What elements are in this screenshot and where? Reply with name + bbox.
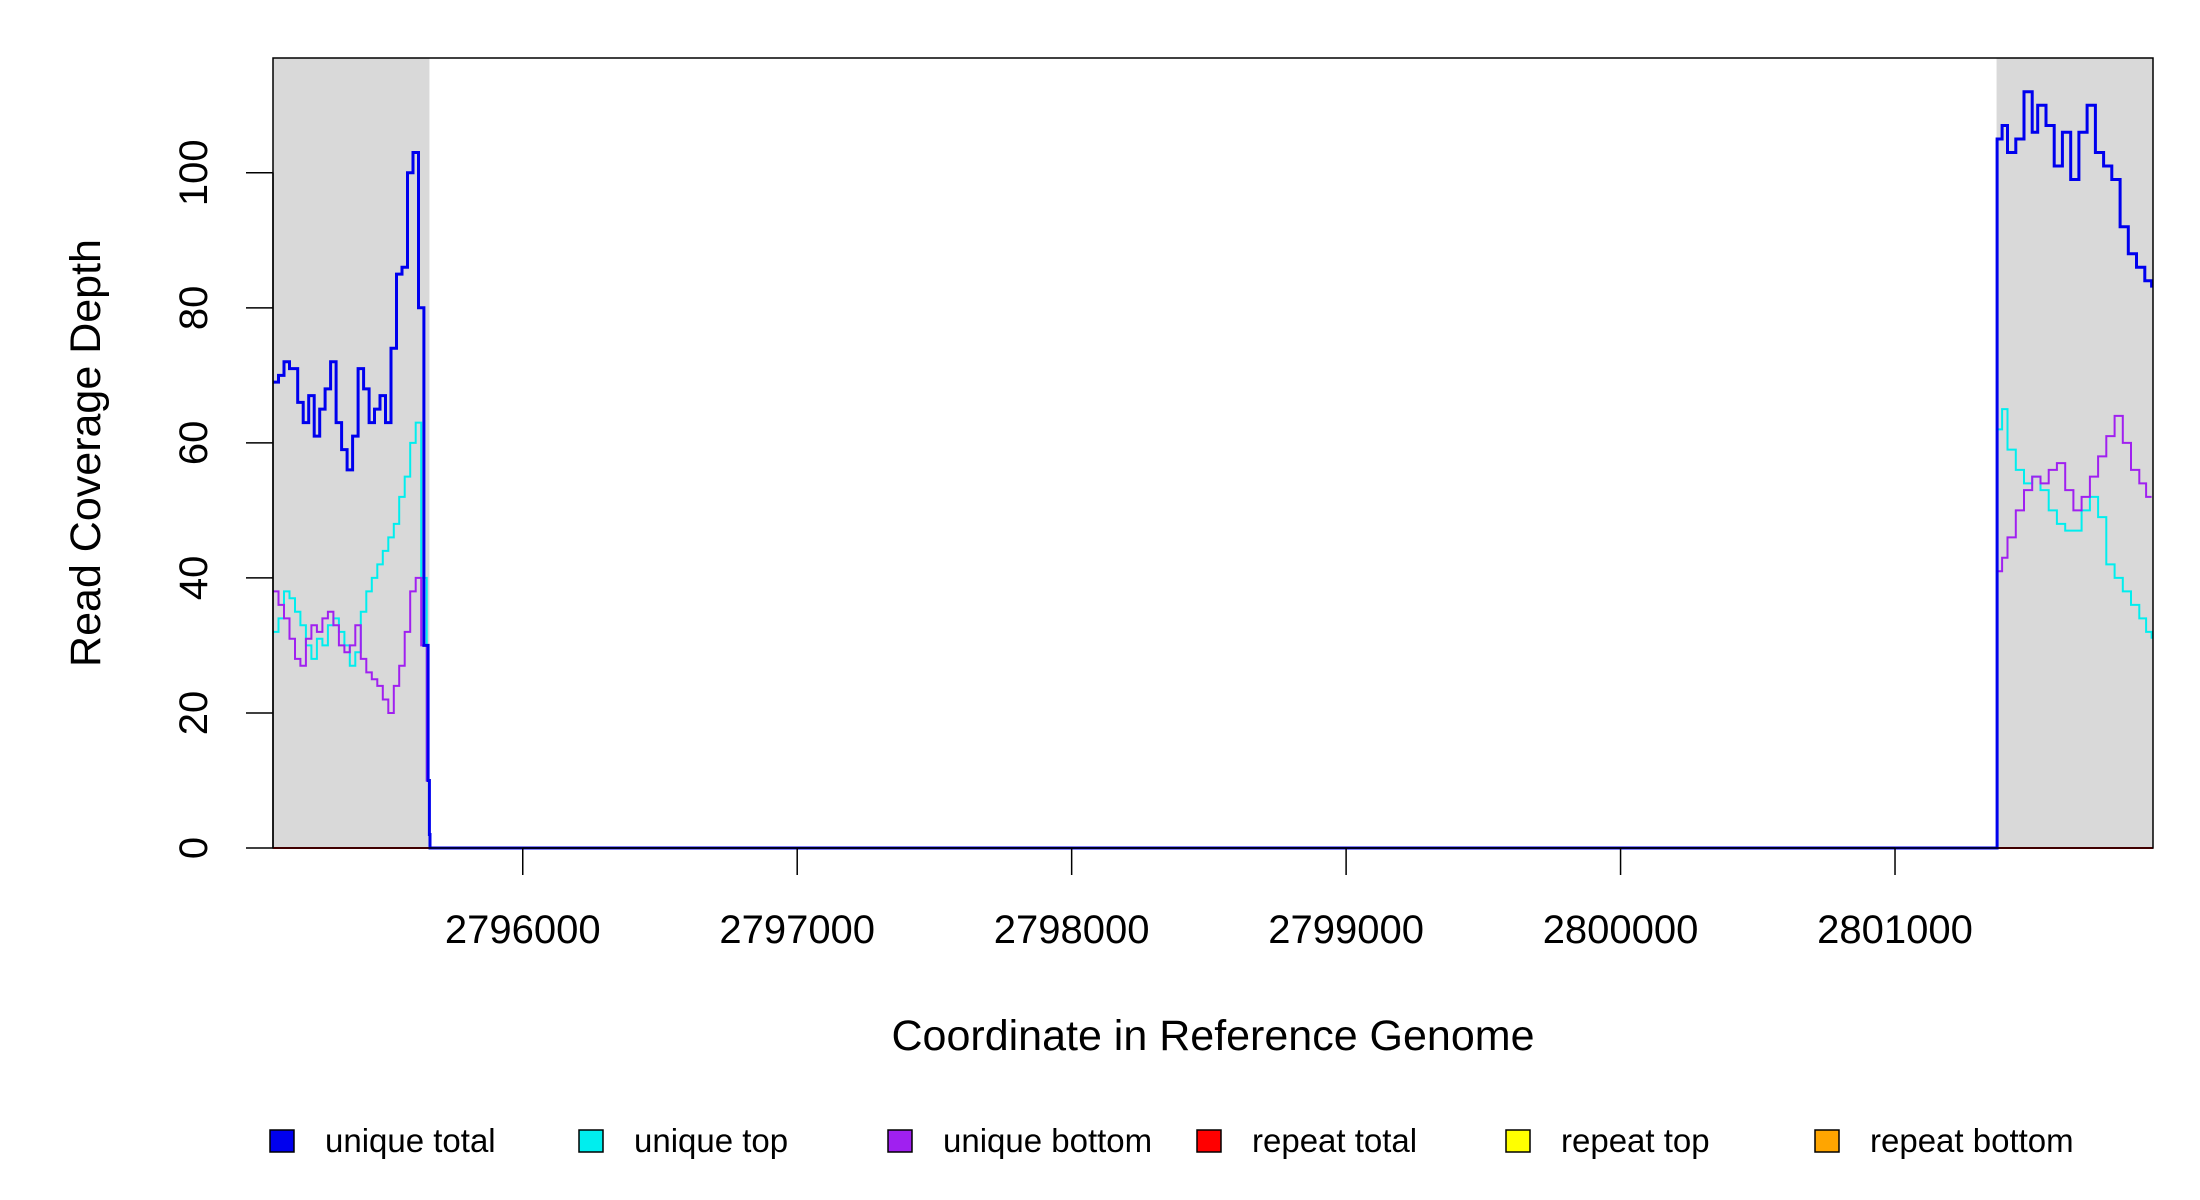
shaded-regions [273, 58, 2153, 848]
x-tick-label: 2801000 [1817, 908, 1973, 952]
y-tick-label: 40 [172, 556, 216, 601]
series-line-unique-total [273, 90, 2154, 850]
y-axis: 0 20 40 60 80 100 [172, 139, 274, 859]
series-line-unique-top [273, 408, 2153, 849]
y-tick-label: 80 [172, 286, 216, 331]
x-tick-label: 2798000 [994, 908, 1150, 952]
legend-item-unique-top: unique top [578, 1122, 788, 1159]
x-tick-label: 2796000 [445, 908, 601, 952]
legend-swatch [887, 1129, 913, 1153]
legend-label: unique bottom [943, 1122, 1152, 1159]
x-axis: 2796000 2797000 2798000 2799000 2800000 28010… [445, 847, 1973, 952]
x-axis-label: Coordinate in Reference Genome [892, 1012, 1535, 1060]
legend-item-unique-total: unique total [269, 1122, 496, 1159]
legend-label: repeat top [1561, 1122, 1710, 1159]
legend-item-repeat-total: repeat total [1196, 1122, 1417, 1159]
legend-label: unique top [634, 1122, 788, 1159]
legend-item-repeat-top: repeat top [1505, 1122, 1710, 1159]
y-tick-label: 60 [172, 421, 216, 466]
y-tick-label: 20 [172, 691, 216, 736]
legend-swatch [1814, 1129, 1840, 1153]
legend-label: repeat total [1252, 1122, 1417, 1159]
x-tick-label: 2797000 [719, 908, 875, 952]
series-line-unique-bottom [273, 414, 2152, 849]
legend-item-unique-bottom: unique bottom [887, 1122, 1152, 1159]
legend-swatch [1505, 1129, 1531, 1153]
plot-frame [272, 57, 2154, 849]
legend-swatch [1196, 1129, 1222, 1153]
legend-label: unique total [325, 1122, 496, 1159]
x-tick-label: 2800000 [1543, 908, 1699, 952]
series-lines [273, 90, 2154, 850]
legend-swatch [578, 1129, 604, 1153]
legend-item-repeat-bottom: repeat bottom [1814, 1122, 2074, 1159]
x-tick-label: 2799000 [1268, 908, 1424, 952]
y-tick-label: 0 [172, 837, 216, 859]
legend-label: repeat bottom [1870, 1122, 2074, 1159]
y-axis-label: Read Coverage Depth [62, 239, 110, 667]
shaded-region-1 [1996, 58, 2153, 848]
legend-swatch [269, 1129, 295, 1153]
y-tick-label: 100 [172, 139, 216, 206]
legend: unique total unique top unique bottom repea… [269, 1122, 2074, 1159]
